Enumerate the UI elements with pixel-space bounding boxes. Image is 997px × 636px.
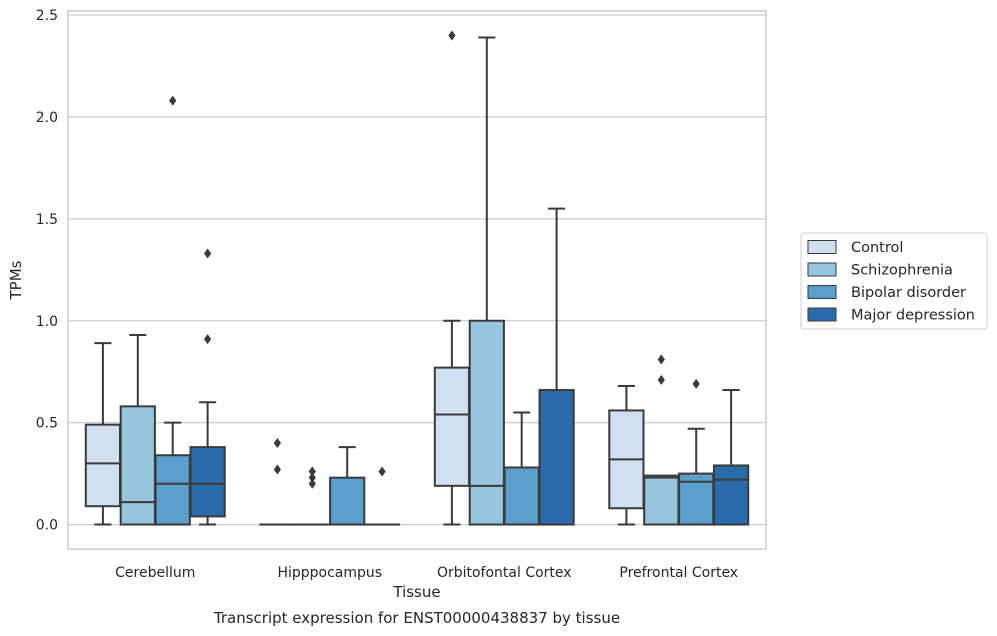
- box-major-depression: [363, 466, 401, 526]
- y-tick-label: 1.0: [36, 314, 58, 330]
- box-iqr: [154, 454, 191, 526]
- outlier-point: [692, 378, 700, 389]
- legend-label: Major depression: [851, 308, 975, 324]
- legend-swatch: [807, 240, 837, 254]
- y-tick-label: 0.5: [36, 416, 58, 432]
- box-schizophrenia: [643, 354, 680, 526]
- x-axis-label: Tissue: [392, 583, 440, 601]
- legend-label: Bipolar disorder: [851, 285, 966, 301]
- box-iqr: [433, 366, 471, 487]
- x-axis-ticks: Cerebellum Hipppocampus Orbitofontal Corte…: [115, 565, 738, 581]
- y-tick-label: 0.0: [36, 518, 58, 534]
- outlier-point: [273, 464, 281, 475]
- outlier-point: [308, 472, 316, 483]
- outlier-point: [378, 466, 386, 477]
- outlier-point: [308, 478, 316, 489]
- box-iqr: [538, 389, 575, 526]
- outlier-point: [448, 30, 456, 41]
- x-tick-label: Cerebellum: [115, 565, 195, 581]
- legend: Control Schizophrenia Bipolar disorder Majo…: [800, 232, 988, 330]
- box-control: [259, 438, 296, 526]
- outlier-point: [273, 438, 281, 449]
- box-major-depression: [712, 389, 750, 526]
- legend-frame: [800, 232, 988, 330]
- box-plots: [84, 30, 750, 526]
- legend-swatch: [807, 262, 837, 277]
- legend-swatch: [807, 307, 837, 322]
- x-tick-label: Orbitofontal Cortex: [437, 565, 572, 581]
- outlier-point: [308, 466, 316, 477]
- box-iqr: [468, 319, 505, 526]
- y-tick-label: 2.0: [36, 110, 58, 126]
- box-control: [84, 342, 122, 526]
- legend-label: Control: [851, 240, 903, 256]
- box-major-depression: [538, 207, 575, 526]
- x-tick-label: Hipppocampus: [277, 565, 382, 581]
- chart-title: Transcript expression for ENST0000043883…: [213, 609, 620, 627]
- box-iqr: [712, 464, 750, 526]
- box-iqr: [503, 466, 540, 526]
- x-tick-label: Prefrontal Cortex: [619, 565, 738, 581]
- box-bipolar-disorder: [329, 446, 366, 526]
- box-major-depression: [189, 248, 226, 526]
- box-iqr: [643, 474, 680, 526]
- outlier-point: [204, 248, 212, 259]
- box-bipolar-disorder: [503, 411, 540, 526]
- y-axis-label: TPMs: [7, 260, 25, 300]
- legend-label: Schizophrenia: [851, 263, 953, 279]
- outlier-point: [204, 334, 212, 345]
- box-control: [608, 384, 645, 526]
- box-iqr: [119, 405, 156, 526]
- plot-area-frame: [67, 10, 767, 550]
- box-iqr: [84, 423, 122, 508]
- box-iqr: [189, 446, 226, 518]
- box-schizophrenia: [468, 36, 505, 526]
- box-control: [433, 30, 471, 526]
- y-axis-ticks: 0.0 0.5 1.0 1.5 2.0 2.5: [36, 8, 58, 533]
- box-iqr: [329, 476, 366, 526]
- outlier-point: [657, 354, 665, 365]
- box-bipolar-disorder: [678, 378, 715, 526]
- box-schizophrenia: [119, 334, 156, 526]
- legend-swatch: [807, 285, 837, 299]
- y-tick-label: 2.5: [36, 8, 58, 24]
- box-bipolar-disorder: [154, 95, 191, 526]
- outlier-point: [169, 95, 177, 106]
- box-schizophrenia: [294, 466, 331, 526]
- y-tick-label: 1.5: [36, 212, 58, 228]
- outlier-point: [657, 374, 665, 385]
